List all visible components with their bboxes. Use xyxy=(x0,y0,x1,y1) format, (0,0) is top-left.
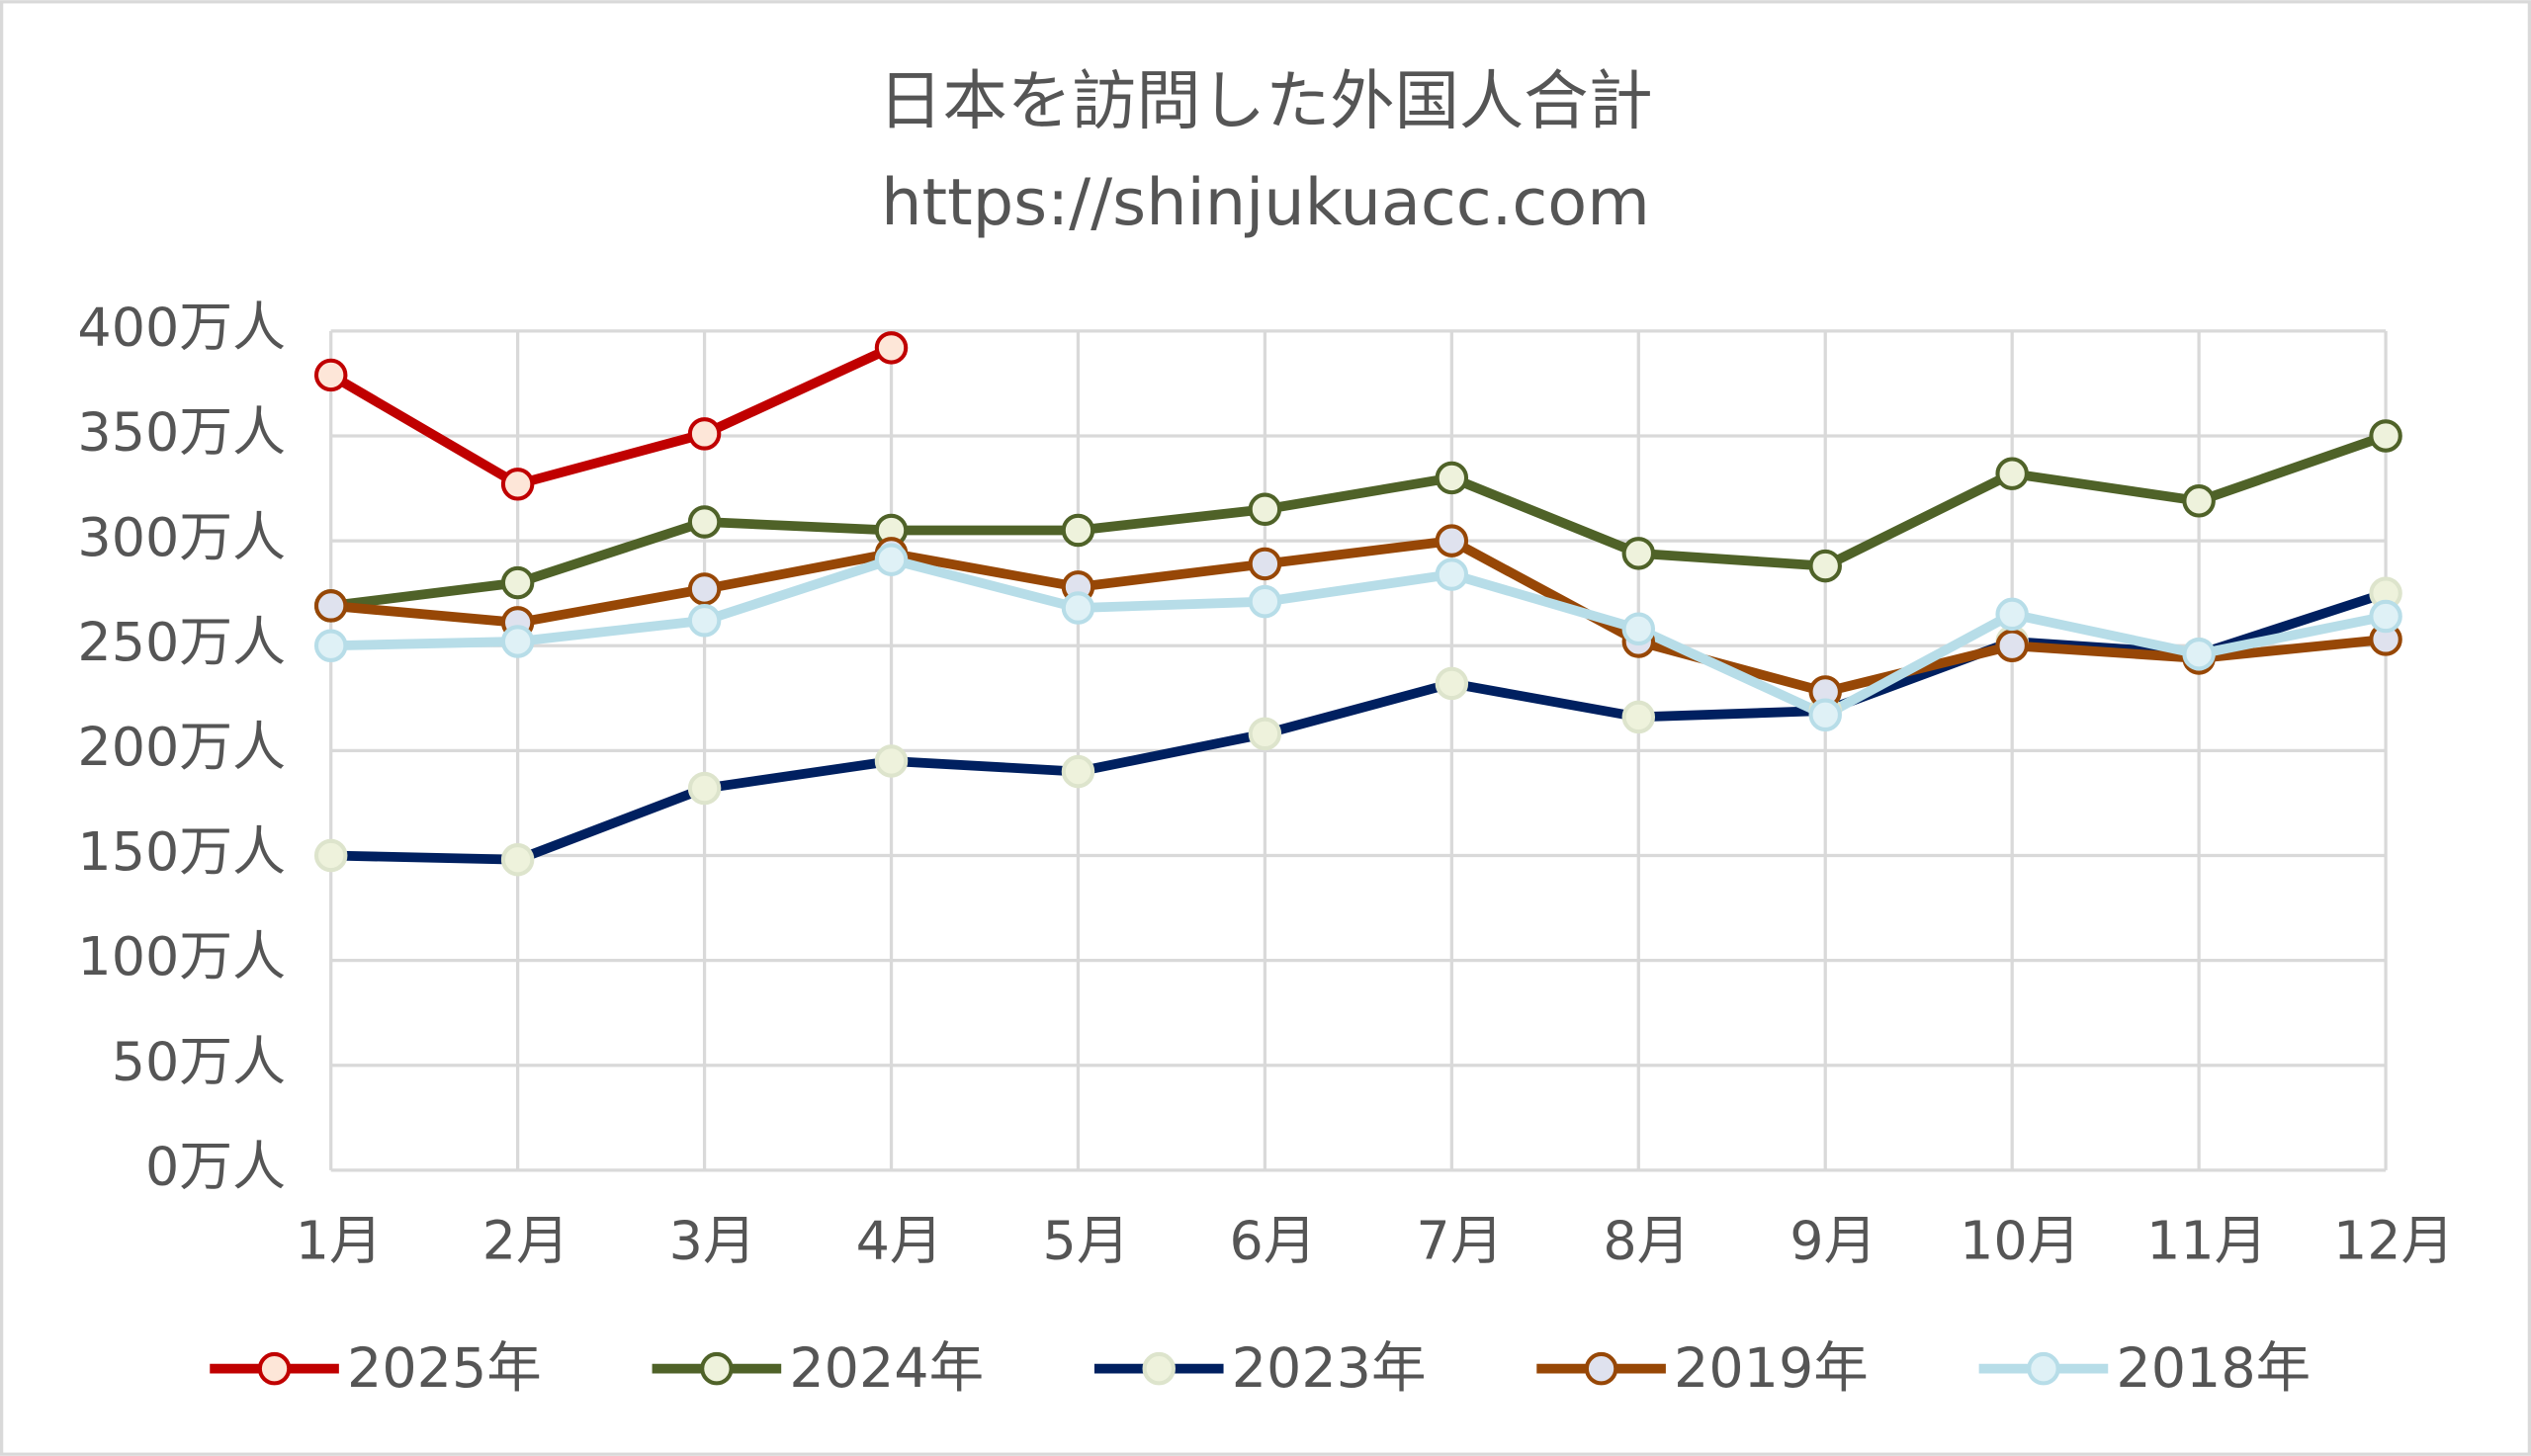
data-point xyxy=(1995,597,2029,632)
legend-marker xyxy=(700,1351,734,1386)
data-point xyxy=(2369,599,2402,634)
data-point xyxy=(1621,537,1656,570)
data-point xyxy=(687,505,722,539)
data-point xyxy=(687,572,722,606)
y-tick-label: 300万人 xyxy=(77,506,286,568)
x-tick-label: 11月 xyxy=(2146,1210,2267,1272)
data-point xyxy=(313,589,348,623)
data-point xyxy=(1435,461,1469,495)
x-tick-label: 10月 xyxy=(1960,1210,2080,1272)
legend-label: 2025年 xyxy=(347,1336,542,1401)
data-point xyxy=(874,744,909,778)
data-point xyxy=(1248,547,1282,581)
chart-subtitle: https://shinjukuacc.com xyxy=(881,165,1650,240)
data-point xyxy=(874,543,909,576)
data-point xyxy=(2182,637,2216,671)
data-point xyxy=(1995,457,2029,490)
y-tick-label: 250万人 xyxy=(77,611,286,673)
data-point xyxy=(1621,612,1656,645)
y-tick-label: 150万人 xyxy=(77,820,286,883)
legend-entry: 2024年 xyxy=(652,1336,984,1401)
series-line xyxy=(330,431,2388,611)
data-point xyxy=(313,358,348,392)
data-point xyxy=(500,625,535,658)
data-point xyxy=(687,417,722,451)
x-tick-label: 7月 xyxy=(1416,1210,1503,1272)
data-point xyxy=(2182,484,2216,518)
x-tick-label: 12月 xyxy=(2333,1210,2454,1272)
y-tick-label: 200万人 xyxy=(77,716,286,778)
x-tick-label: 1月 xyxy=(296,1210,383,1272)
data-point xyxy=(313,838,348,873)
data-point xyxy=(874,331,909,365)
data-point xyxy=(1435,666,1469,701)
data-point xyxy=(1435,524,1469,557)
data-point xyxy=(1995,629,2029,662)
data-point xyxy=(1061,513,1095,548)
x-tick-label: 3月 xyxy=(669,1210,756,1272)
data-point xyxy=(1248,584,1282,619)
series-line xyxy=(330,536,2387,697)
x-tick-label: 6月 xyxy=(1229,1210,1316,1272)
data-point xyxy=(1248,717,1282,751)
y-tick-label: 100万人 xyxy=(77,925,286,987)
data-point xyxy=(313,629,348,662)
legend-label: 2023年 xyxy=(1232,1336,1427,1401)
data-point xyxy=(500,565,535,600)
legend-entry: 2025年 xyxy=(210,1336,542,1401)
y-tick-label: 50万人 xyxy=(112,1030,286,1092)
legend-marker xyxy=(1142,1351,1176,1386)
legend-label: 2024年 xyxy=(789,1336,984,1401)
legend-label: 2019年 xyxy=(1674,1336,1869,1401)
y-tick-label: 350万人 xyxy=(77,401,286,464)
y-tick-label: 0万人 xyxy=(145,1135,286,1197)
x-tick-label: 2月 xyxy=(482,1210,569,1272)
x-tick-label: 5月 xyxy=(1043,1210,1130,1272)
data-point xyxy=(687,771,722,806)
data-point xyxy=(1435,557,1469,591)
data-point xyxy=(1808,698,1842,732)
data-point xyxy=(1061,754,1095,789)
series-line xyxy=(330,555,2388,721)
data-point xyxy=(1061,591,1095,625)
data-point xyxy=(500,842,535,877)
legend-entry: 2018年 xyxy=(1978,1336,2311,1401)
legend-marker xyxy=(257,1351,292,1386)
data-point xyxy=(1621,700,1656,734)
x-tick-label: 8月 xyxy=(1603,1210,1690,1272)
chart-title: 日本を訪問した外国人合計 xyxy=(878,63,1653,138)
data-point xyxy=(1248,492,1282,527)
data-point xyxy=(687,604,722,638)
legend-label: 2018年 xyxy=(2116,1336,2311,1401)
series-line xyxy=(328,343,894,489)
x-tick-label: 4月 xyxy=(856,1210,943,1272)
data-point xyxy=(2369,419,2402,453)
legend-marker xyxy=(1584,1351,1618,1386)
legend-marker xyxy=(2027,1351,2060,1386)
x-tick-label: 9月 xyxy=(1789,1210,1876,1272)
y-tick-label: 400万人 xyxy=(77,297,286,359)
legend-entry: 2023年 xyxy=(1093,1336,1427,1401)
legend-entry: 2019年 xyxy=(1536,1336,1869,1401)
data-point xyxy=(1808,549,1842,583)
data-point xyxy=(500,468,535,501)
